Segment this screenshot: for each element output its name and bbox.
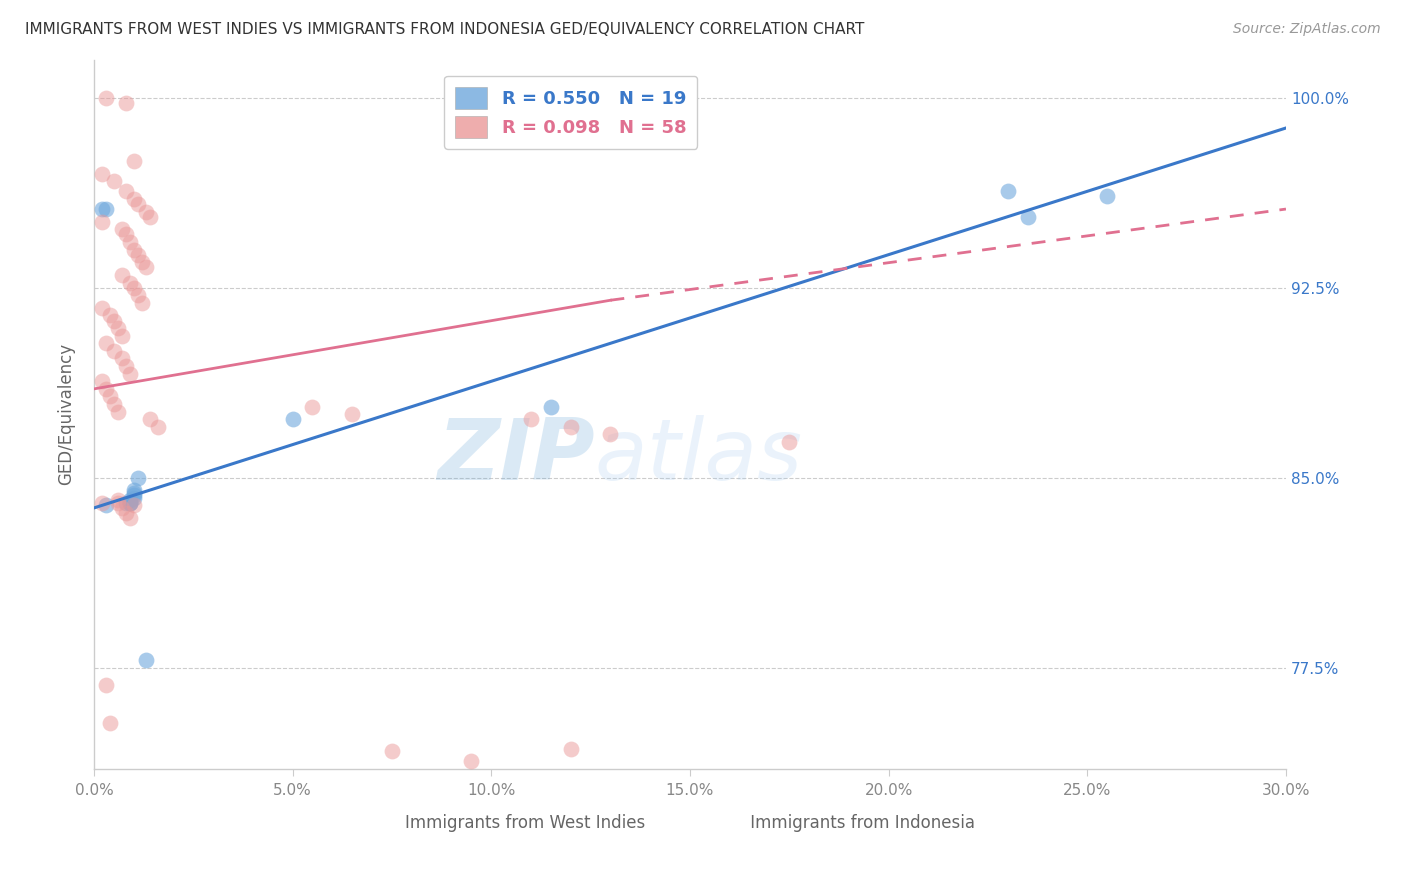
Point bbox=[90, 374, 112, 388]
Point bbox=[135, 260, 157, 275]
Point bbox=[111, 500, 134, 515]
Text: Source: ZipAtlas.com: Source: ZipAtlas.com bbox=[1233, 22, 1381, 37]
Point bbox=[118, 511, 141, 525]
Point bbox=[94, 90, 117, 104]
Point bbox=[131, 255, 153, 269]
Point bbox=[131, 295, 153, 310]
Point bbox=[599, 427, 621, 442]
Point bbox=[107, 493, 129, 508]
Point bbox=[1017, 210, 1039, 224]
Point bbox=[94, 202, 117, 216]
Point bbox=[118, 493, 141, 508]
Point bbox=[301, 400, 323, 414]
Point bbox=[103, 343, 125, 358]
Text: ZIP: ZIP bbox=[437, 416, 595, 499]
X-axis label: Immigrants from West Indies                    Immigrants from Indonesia: Immigrants from West Indies Immigrants f… bbox=[405, 814, 974, 832]
Point bbox=[118, 367, 141, 381]
Point bbox=[118, 496, 141, 510]
Point bbox=[122, 485, 145, 500]
Point bbox=[111, 351, 134, 366]
Point bbox=[98, 309, 121, 323]
Point bbox=[103, 174, 125, 188]
Point bbox=[94, 678, 117, 692]
Point bbox=[127, 197, 149, 211]
Point bbox=[135, 653, 157, 667]
Point bbox=[114, 184, 136, 198]
Point bbox=[122, 499, 145, 513]
Point bbox=[122, 491, 145, 505]
Point bbox=[540, 400, 562, 414]
Point bbox=[90, 301, 112, 315]
Text: atlas: atlas bbox=[595, 416, 803, 499]
Point bbox=[90, 202, 112, 216]
Point bbox=[98, 716, 121, 731]
Point bbox=[460, 754, 482, 768]
Point bbox=[122, 488, 145, 502]
Point bbox=[114, 95, 136, 110]
Point bbox=[122, 192, 145, 206]
Point bbox=[127, 247, 149, 261]
Point bbox=[381, 744, 404, 758]
Point bbox=[111, 328, 134, 343]
Point bbox=[1095, 189, 1118, 203]
Point bbox=[778, 435, 800, 450]
Point bbox=[122, 483, 145, 498]
Point bbox=[90, 215, 112, 229]
Point bbox=[122, 280, 145, 294]
Point bbox=[114, 506, 136, 520]
Point bbox=[90, 167, 112, 181]
Point bbox=[118, 496, 141, 510]
Point bbox=[94, 336, 117, 351]
Point bbox=[114, 496, 136, 510]
Point bbox=[107, 321, 129, 335]
Point bbox=[122, 153, 145, 168]
Point bbox=[114, 227, 136, 242]
Point bbox=[98, 389, 121, 403]
Point bbox=[138, 412, 160, 426]
Point bbox=[114, 359, 136, 373]
Point bbox=[281, 412, 304, 426]
Point bbox=[94, 499, 117, 513]
Point bbox=[560, 420, 582, 434]
Point bbox=[103, 313, 125, 327]
Point bbox=[94, 382, 117, 396]
Point bbox=[107, 496, 129, 510]
Y-axis label: GED/Equivalency: GED/Equivalency bbox=[58, 343, 75, 485]
Point bbox=[111, 268, 134, 282]
Point bbox=[103, 397, 125, 411]
Point bbox=[118, 276, 141, 290]
Point bbox=[127, 288, 149, 302]
Point bbox=[122, 243, 145, 257]
Point bbox=[520, 412, 543, 426]
Point bbox=[118, 496, 141, 510]
Point bbox=[340, 407, 363, 421]
Point bbox=[127, 470, 149, 484]
Point bbox=[560, 741, 582, 756]
Point bbox=[135, 204, 157, 219]
Point bbox=[118, 235, 141, 249]
Point bbox=[111, 222, 134, 236]
Point bbox=[107, 405, 129, 419]
Point bbox=[90, 496, 112, 510]
Point bbox=[997, 184, 1019, 198]
Text: IMMIGRANTS FROM WEST INDIES VS IMMIGRANTS FROM INDONESIA GED/EQUIVALENCY CORRELA: IMMIGRANTS FROM WEST INDIES VS IMMIGRANT… bbox=[25, 22, 865, 37]
Point bbox=[138, 210, 160, 224]
Legend: R = 0.550   N = 19, R = 0.098   N = 58: R = 0.550 N = 19, R = 0.098 N = 58 bbox=[444, 76, 697, 149]
Point bbox=[146, 420, 169, 434]
